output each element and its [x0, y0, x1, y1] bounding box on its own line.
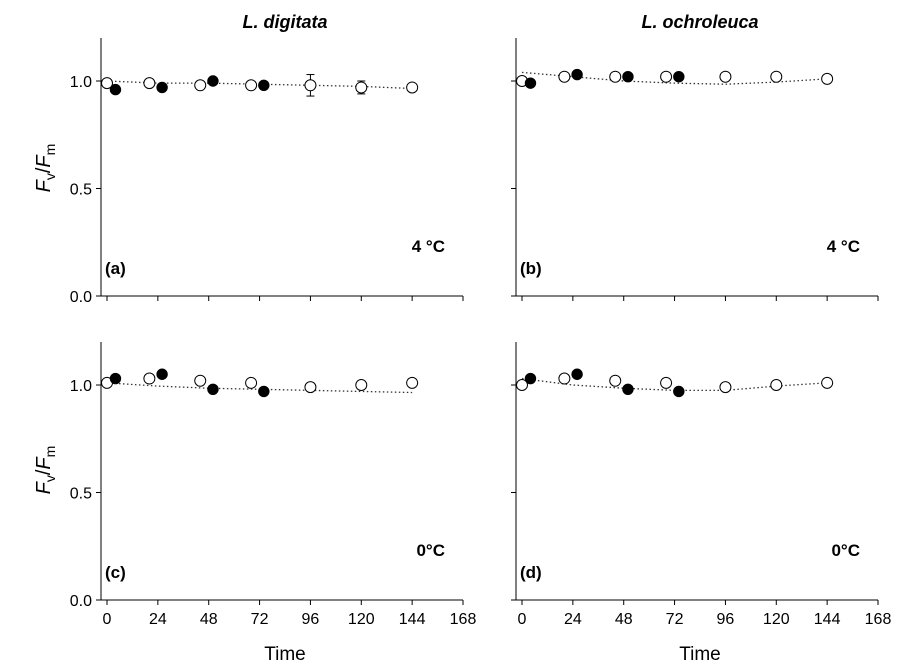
temperature-label: 4 °C: [412, 237, 445, 256]
data-point-open: [770, 70, 783, 83]
data-point-filled: [207, 75, 219, 87]
x-tick-label: 168: [450, 611, 477, 628]
x-tick-label: 120: [348, 611, 375, 628]
x-tick-label: 72: [251, 611, 269, 628]
data-point-open: [406, 376, 419, 389]
column-title-right: L. ochroleuca: [641, 12, 758, 32]
x-tick-label: 72: [666, 611, 684, 628]
data-point-filled: [524, 372, 537, 385]
x-tick-label: 24: [149, 611, 167, 628]
data-point-open: [101, 77, 113, 90]
data-point-open: [143, 372, 156, 385]
y-axis-label-top: Fv/Fm: [33, 144, 58, 193]
x-tick-label: 0: [103, 611, 112, 628]
x-tick-label: 48: [615, 611, 633, 628]
data-point-filled: [207, 383, 219, 395]
data-point-open: [821, 376, 834, 389]
panel-label: (b): [520, 259, 542, 278]
data-point-filled: [109, 83, 122, 96]
y-axis-label-bottom: Fv/Fm: [33, 446, 58, 495]
temperature-label: 4 °C: [827, 237, 860, 256]
data-point-open: [719, 381, 732, 394]
x-tick-label: 96: [302, 611, 320, 628]
data-point-open: [516, 379, 528, 391]
data-point-filled: [622, 383, 634, 395]
data-point-open: [609, 70, 622, 83]
data-point-filled: [109, 372, 122, 385]
data-point-filled: [622, 71, 634, 83]
y-tick-label: 0.5: [70, 486, 92, 503]
x-tick-label: 144: [814, 611, 841, 628]
data-point-open: [304, 381, 317, 394]
y-tick-label: 0.0: [70, 593, 92, 610]
data-point-filled: [258, 79, 270, 92]
y-tick-label: 0.0: [70, 289, 92, 306]
temperature-label: 0°C: [831, 541, 860, 560]
x-tick-label: 144: [399, 611, 426, 628]
data-point-open: [304, 79, 317, 92]
x-tick-label: 24: [564, 611, 582, 628]
panel-label: (a): [105, 259, 126, 278]
data-point-filled: [156, 81, 168, 94]
x-axis-label-right: Time: [679, 644, 721, 665]
data-point-open: [558, 372, 571, 385]
data-point-open: [660, 376, 673, 389]
y-tick-label: 1.0: [70, 378, 92, 395]
x-tick-label: 48: [200, 611, 218, 628]
column-title-left: L. digitata: [243, 12, 328, 32]
data-point-filled: [258, 385, 270, 398]
data-point-open: [609, 374, 622, 387]
data-point-open: [821, 72, 834, 85]
data-point-open: [719, 70, 732, 83]
data-point-open: [143, 77, 156, 90]
x-axis-label-left: Time: [264, 644, 306, 665]
data-point-open: [406, 81, 419, 94]
data-point-open: [245, 376, 258, 389]
data-point-filled: [571, 368, 583, 380]
data-point-open: [194, 374, 207, 387]
panel-b: (b) 4 °C: [511, 38, 879, 301]
panel-label: (d): [520, 563, 542, 582]
y-tick-label: 0.5: [70, 182, 92, 199]
data-point-filled: [156, 368, 168, 380]
data-point-open: [660, 70, 673, 83]
data-point-open: [194, 79, 207, 92]
temperature-label: 0°C: [416, 541, 445, 560]
data-point-open: [245, 79, 258, 92]
x-tick-label: 120: [763, 611, 790, 628]
x-tick-label: 96: [717, 611, 735, 628]
x-tick-label: 0: [518, 611, 527, 628]
data-point-open: [355, 379, 368, 391]
panel-d: 0 24 48 72 96 120 144 168 (d) 0°C: [511, 342, 891, 628]
panels: 0.0 0.5 1.0 (a) 4 °C (b) 4 °C 0.0 0.5 1.0 0 24 48 72 9…: [70, 38, 891, 628]
x-tick-label: 168: [865, 611, 892, 628]
data-point-filled: [673, 71, 685, 83]
data-point-open: [558, 70, 571, 83]
data-point-open: [355, 81, 368, 94]
data-point-filled: [571, 68, 583, 81]
panel-c: 0.0 0.5 1.0 0 24 48 72 96 120 144 168 (c) 0°C: [70, 342, 477, 628]
panel-label: (c): [105, 563, 126, 582]
data-point-filled: [524, 77, 537, 89]
y-tick-label: 1.0: [70, 74, 92, 91]
data-point-filled: [673, 385, 685, 398]
data-point-open: [770, 379, 783, 391]
panel-a: 0.0 0.5 1.0 (a) 4 °C: [70, 38, 464, 306]
fit-curve: [521, 71, 828, 85]
